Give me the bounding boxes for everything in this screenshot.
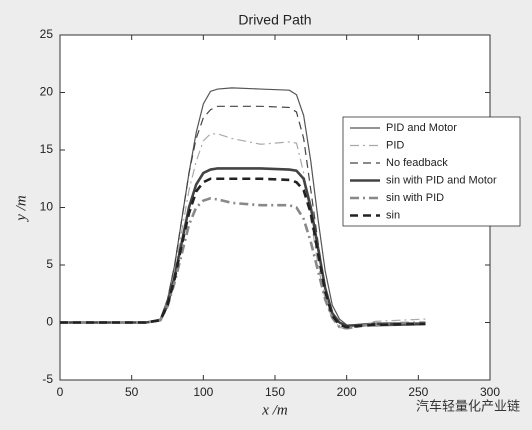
y-tick-label: 0 (46, 315, 53, 329)
y-tick-label: 20 (40, 85, 54, 99)
y-tick-label: 25 (40, 27, 54, 41)
x-axis-label: x /m (261, 402, 288, 418)
legend-label: No feadback (386, 157, 448, 169)
x-tick-label: 0 (57, 385, 64, 399)
x-tick-label: 50 (125, 385, 139, 399)
series-line (60, 167, 426, 328)
y-tick-label: 15 (40, 142, 54, 156)
y-axis-label: y /m (13, 195, 29, 223)
y-tick-label: -5 (42, 372, 53, 386)
x-tick-label: 100 (193, 385, 213, 399)
x-tick-label: 250 (408, 385, 428, 399)
x-tick-label: 200 (337, 385, 357, 399)
x-tick-label: 300 (480, 385, 500, 399)
legend-box (342, 116, 521, 227)
legend-label: sin with PID (386, 192, 444, 204)
chart-title: Drived Path (238, 12, 311, 28)
watermark: 汽车轻量化产业链 (416, 398, 520, 413)
y-tick-label: 5 (46, 257, 53, 271)
series-line (60, 177, 426, 329)
legend-label: sin with PID and Motor (386, 174, 497, 186)
legend-label: sin (386, 209, 400, 221)
legend-label: PID and Motor (386, 122, 457, 134)
legend-label: PID (386, 139, 404, 151)
x-tick-label: 150 (265, 385, 285, 399)
y-tick-label: 10 (40, 200, 54, 214)
